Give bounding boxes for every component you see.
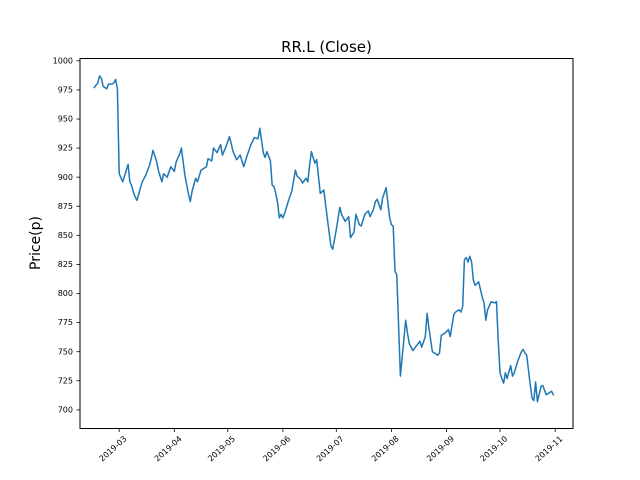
x-tick-label: 2019-05 <box>206 434 237 463</box>
x-tick-label: 2019-10 <box>478 434 509 463</box>
y-tick-label: 975 <box>58 86 73 95</box>
y-tick-label: 950 <box>58 115 73 124</box>
y-tick-label: 925 <box>58 144 73 153</box>
y-tick-label: 1000 <box>53 56 73 65</box>
y-tick-label: 725 <box>58 376 73 385</box>
x-tick-label: 2019-04 <box>153 434 184 463</box>
axes-border <box>79 58 574 429</box>
y-tick-label: 900 <box>58 173 73 182</box>
y-tick-label: 875 <box>58 202 73 211</box>
price-line <box>93 75 555 403</box>
y-tick-label: 700 <box>58 405 73 414</box>
y-tick-label: 825 <box>58 260 73 269</box>
x-tick-label: 2019-06 <box>261 434 292 463</box>
chart-title: RR.L (Close) <box>281 38 372 56</box>
x-tick-label: 2019-09 <box>425 434 456 463</box>
y-tick-label: 850 <box>58 231 73 240</box>
y-tick-label: 750 <box>58 347 73 356</box>
x-tick-label: 2019-11 <box>534 434 565 463</box>
x-tick-label: 2019-03 <box>98 434 129 463</box>
x-tick-label: 2019-07 <box>315 434 346 463</box>
y-tick-label: 800 <box>58 289 73 298</box>
x-tick-label: 2019-08 <box>370 434 401 463</box>
y-tick-label: 775 <box>58 318 73 327</box>
